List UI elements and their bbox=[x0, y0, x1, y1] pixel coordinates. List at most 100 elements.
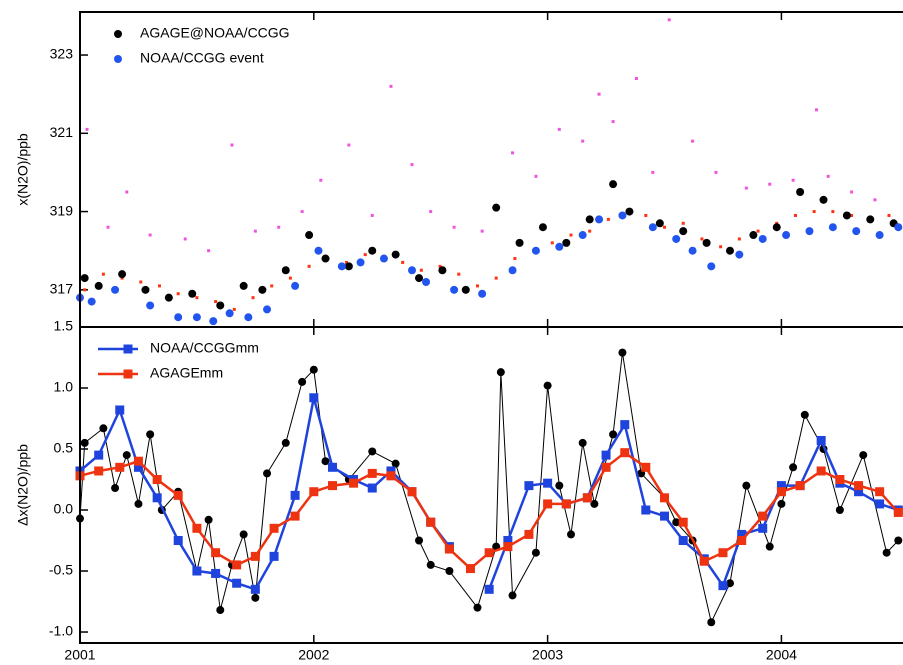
data-point bbox=[253, 229, 257, 233]
x-tick-label: 2002 bbox=[298, 647, 329, 663]
data-point bbox=[269, 523, 279, 533]
data-point bbox=[328, 481, 338, 491]
data-point bbox=[524, 481, 534, 491]
data-point bbox=[850, 213, 854, 217]
data-point bbox=[309, 365, 318, 374]
data-point bbox=[461, 285, 470, 294]
data-point bbox=[307, 264, 311, 268]
data-point bbox=[368, 246, 377, 255]
data-point bbox=[300, 210, 304, 214]
y-tick-label: 1.0 bbox=[54, 379, 74, 395]
y-tick-label: 321 bbox=[50, 124, 74, 140]
data-point bbox=[660, 493, 670, 503]
data-point bbox=[831, 210, 835, 214]
data-point bbox=[578, 438, 587, 447]
data-point bbox=[875, 231, 884, 240]
data-point bbox=[634, 77, 638, 81]
data-point bbox=[707, 618, 716, 627]
data-point bbox=[174, 313, 183, 322]
data-point bbox=[232, 307, 236, 311]
legend-marker bbox=[123, 369, 133, 379]
data-point bbox=[688, 246, 697, 255]
data-point bbox=[663, 225, 667, 229]
data-point bbox=[562, 238, 571, 247]
legend-label: AGAGEmm bbox=[150, 365, 223, 381]
data-point bbox=[875, 487, 885, 497]
data-point bbox=[700, 237, 704, 241]
y-tick-label: 0.5 bbox=[54, 440, 74, 456]
data-point bbox=[157, 284, 161, 288]
data-point bbox=[503, 536, 513, 546]
data-point bbox=[651, 170, 655, 174]
data-point bbox=[368, 447, 377, 456]
data-point bbox=[850, 190, 854, 194]
data-point bbox=[611, 120, 615, 124]
data-point bbox=[828, 223, 837, 232]
data-point bbox=[389, 84, 393, 88]
data-point bbox=[319, 178, 323, 182]
data-point bbox=[744, 186, 748, 190]
series-line bbox=[487, 421, 899, 590]
data-point bbox=[609, 180, 618, 189]
data-point bbox=[99, 424, 108, 433]
data-point bbox=[620, 448, 630, 458]
data-point bbox=[555, 242, 564, 251]
data-point bbox=[251, 296, 255, 300]
data-point bbox=[134, 499, 143, 508]
data-point bbox=[478, 289, 487, 298]
data-point bbox=[702, 238, 711, 247]
data-point bbox=[349, 478, 359, 488]
data-point bbox=[173, 536, 183, 546]
data-point bbox=[854, 481, 864, 491]
data-point bbox=[873, 198, 877, 202]
data-point bbox=[513, 257, 517, 261]
data-point bbox=[585, 215, 594, 224]
data-point bbox=[718, 548, 728, 558]
data-point bbox=[251, 593, 260, 602]
data-point bbox=[269, 551, 279, 561]
data-point bbox=[816, 435, 826, 445]
data-point bbox=[691, 139, 695, 143]
data-point bbox=[776, 487, 786, 497]
data-point bbox=[345, 260, 349, 264]
data-point bbox=[314, 246, 323, 255]
data-point bbox=[777, 499, 786, 508]
data-point bbox=[408, 266, 417, 275]
data-point bbox=[101, 272, 105, 276]
data-point bbox=[725, 246, 734, 255]
data-point bbox=[337, 262, 346, 271]
data-point bbox=[291, 281, 300, 290]
data-point bbox=[555, 481, 564, 490]
legend-label: NOAA/CCGGmm bbox=[150, 340, 259, 356]
data-point bbox=[195, 296, 199, 300]
legend-label: NOAA/CCGG event bbox=[140, 50, 264, 66]
data-point bbox=[207, 249, 211, 253]
data-point bbox=[561, 499, 571, 509]
data-point bbox=[484, 548, 494, 558]
data-point bbox=[725, 579, 734, 588]
data-point bbox=[133, 456, 143, 466]
data-point bbox=[805, 227, 814, 236]
data-point bbox=[543, 499, 553, 509]
data-point bbox=[765, 542, 774, 551]
data-point bbox=[667, 18, 671, 22]
data-point bbox=[480, 229, 484, 233]
data-point bbox=[543, 478, 553, 488]
data-point bbox=[415, 536, 424, 545]
data-point bbox=[452, 225, 456, 229]
data-point bbox=[422, 278, 431, 286]
y-tick-label: 1.5 bbox=[54, 318, 74, 334]
data-point bbox=[557, 127, 561, 131]
data-point bbox=[379, 254, 388, 263]
data-point bbox=[438, 266, 447, 275]
data-point bbox=[894, 223, 903, 232]
data-point bbox=[444, 544, 454, 554]
data-point bbox=[819, 195, 828, 204]
data-point bbox=[606, 217, 610, 221]
data-point bbox=[531, 548, 540, 557]
data-point bbox=[367, 468, 377, 478]
data-point bbox=[582, 493, 592, 503]
data-point bbox=[419, 268, 423, 272]
data-point bbox=[894, 536, 903, 545]
data-point bbox=[192, 313, 201, 322]
